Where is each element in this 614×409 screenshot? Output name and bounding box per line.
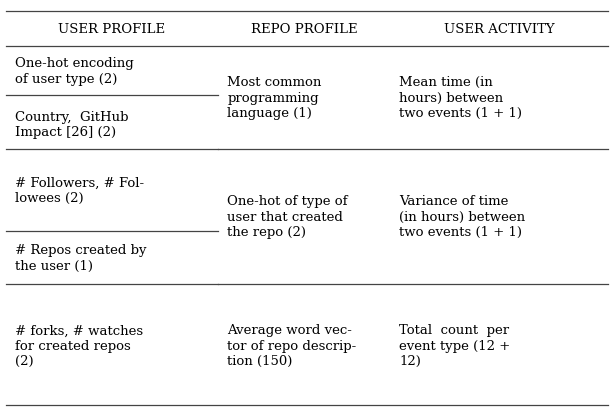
Text: Variance of time
(in hours) between
two events (1 + 1): Variance of time (in hours) between two … bbox=[399, 195, 525, 239]
Text: Average word vec-
tor of repo descrip-
tion (150): Average word vec- tor of repo descrip- t… bbox=[227, 324, 357, 368]
Text: # forks, # watches
for created repos
(2): # forks, # watches for created repos (2) bbox=[15, 324, 144, 368]
Text: One-hot encoding
of user type (2): One-hot encoding of user type (2) bbox=[15, 57, 134, 86]
Text: One-hot of type of
user that created
the repo (2): One-hot of type of user that created the… bbox=[227, 195, 348, 239]
Text: USER ACTIVITY: USER ACTIVITY bbox=[443, 23, 554, 36]
Text: # Followers, # Fol-
lowees (2): # Followers, # Fol- lowees (2) bbox=[15, 176, 144, 204]
Text: REPO PROFILE: REPO PROFILE bbox=[251, 23, 357, 36]
Text: Total  count  per
event type (12 +
12): Total count per event type (12 + 12) bbox=[399, 324, 510, 368]
Text: Most common
programming
language (1): Most common programming language (1) bbox=[227, 76, 322, 120]
Text: USER PROFILE: USER PROFILE bbox=[58, 23, 166, 36]
Text: Country,  GitHub
Impact [26] (2): Country, GitHub Impact [26] (2) bbox=[15, 110, 129, 139]
Text: # Repos created by
the user (1): # Repos created by the user (1) bbox=[15, 243, 147, 272]
Text: Mean time (in
hours) between
two events (1 + 1): Mean time (in hours) between two events … bbox=[399, 76, 522, 120]
